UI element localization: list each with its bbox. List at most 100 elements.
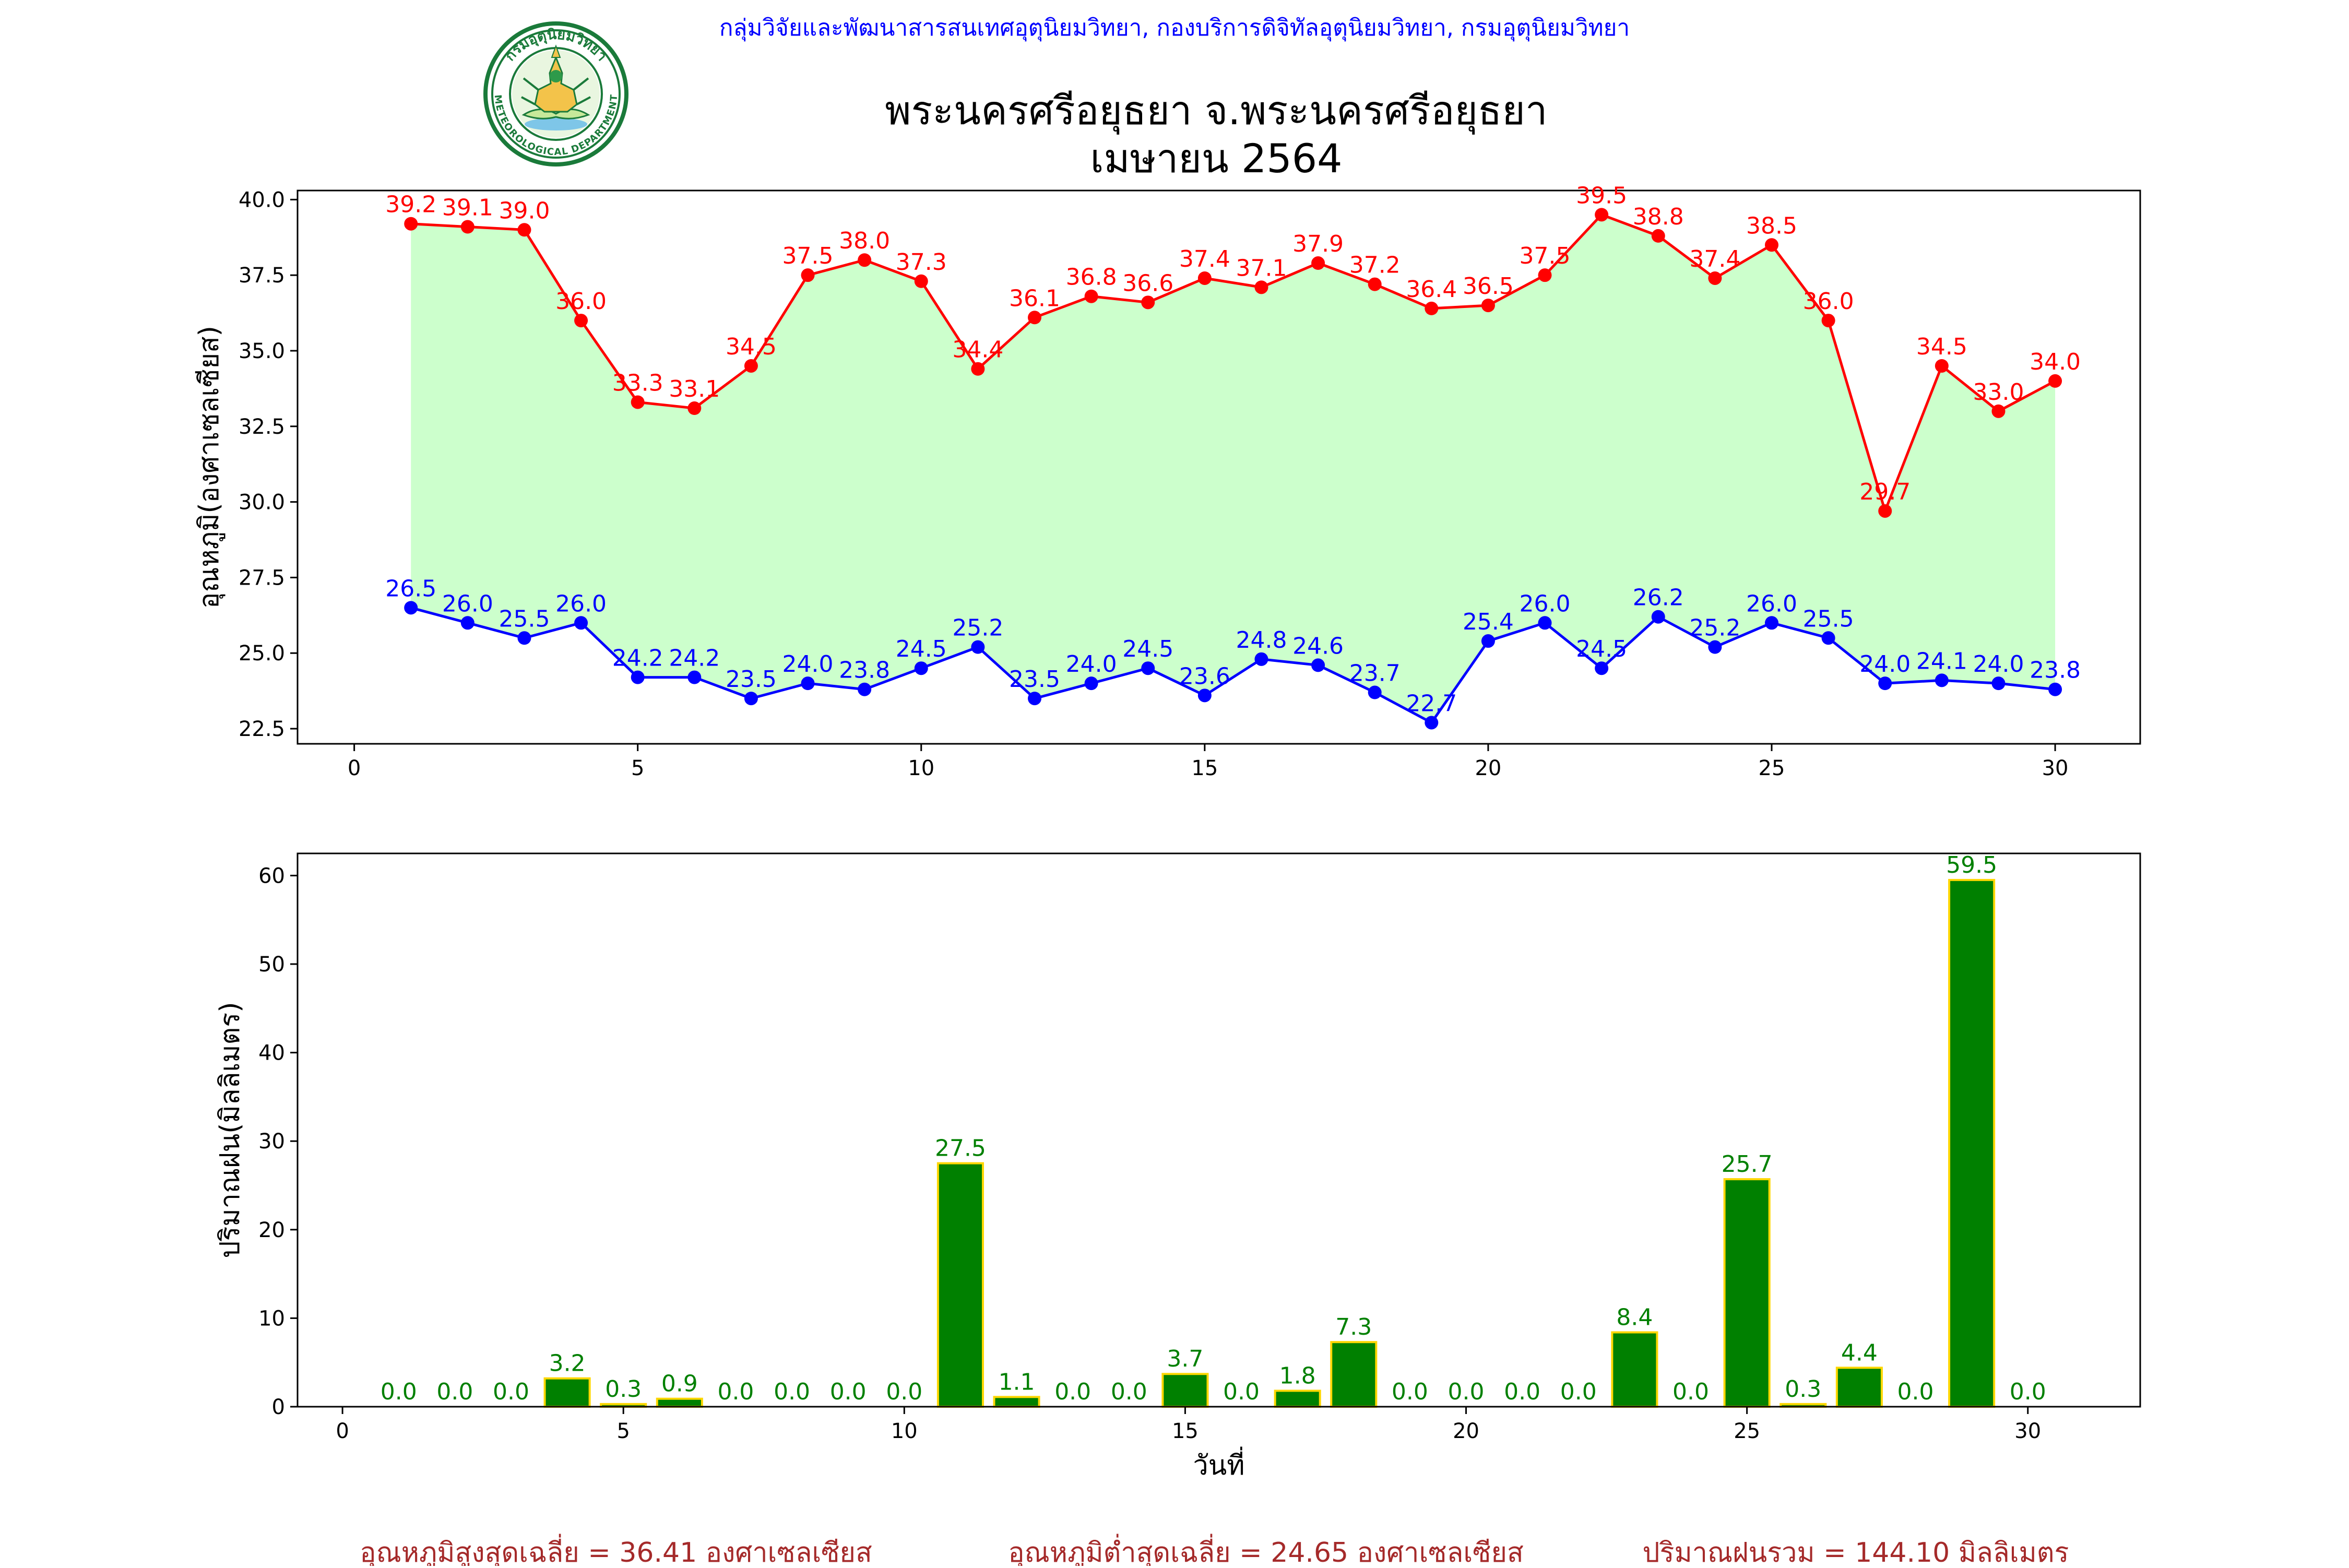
rainfall-plot-frame bbox=[296, 852, 2141, 1408]
min-temperature-point bbox=[1538, 616, 1552, 630]
max-temperature-label: 39.0 bbox=[499, 197, 550, 224]
max-temperature-label: 38.8 bbox=[1633, 204, 1684, 230]
rainfall-bar-label: 0.0 bbox=[886, 1379, 922, 1405]
rainfall-bar-label: 7.3 bbox=[1335, 1314, 1372, 1340]
max-temperature-point bbox=[1084, 289, 1098, 303]
temperature-y-tick-label: 30.0 bbox=[239, 491, 285, 515]
max-temperature-label: 39.1 bbox=[442, 195, 493, 221]
max-temperature-label: 37.5 bbox=[782, 243, 834, 269]
agency-line: กลุ่มวิจัยและพัฒนาสารสนเทศอุตุนิยมวิทยา,… bbox=[719, 15, 1630, 42]
rainfall-bar-label: 27.5 bbox=[935, 1135, 986, 1162]
min-temperature-label: 23.6 bbox=[1179, 663, 1230, 690]
temperature-x-tick-label: 30 bbox=[2042, 756, 2069, 780]
min-temperature-point bbox=[1935, 673, 1949, 687]
temperature-y-axis-label: อุณหภูมิ(องศาเซลเซียส) bbox=[194, 326, 226, 609]
rainfall-bar-label: 0.9 bbox=[661, 1371, 698, 1397]
footer-avg-min: อุณหภูมิต่ำสุดเฉลี่ย = 24.65 องศาเซลเซีย… bbox=[1008, 1534, 1523, 1566]
min-temperature-point bbox=[971, 640, 985, 654]
max-temperature-label: 33.0 bbox=[1973, 379, 2024, 406]
min-temperature-label: 26.0 bbox=[442, 590, 493, 617]
min-temperature-point bbox=[1028, 692, 1041, 706]
max-temperature-point bbox=[971, 362, 985, 376]
rainfall-chart: 0.0 0.0 0.0 3.2 0.3 0.9 0.0 0.0 0.0 0.0 27.5 1.1 0.0… bbox=[215, 852, 2141, 1481]
rainfall-bar-label: 0.3 bbox=[605, 1376, 642, 1403]
min-temperature-label: 23.5 bbox=[726, 666, 777, 693]
max-temperature-label: 34.5 bbox=[1916, 334, 1967, 360]
rainfall-bar-label: 0.0 bbox=[1111, 1379, 1147, 1405]
min-temperature-label: 24.0 bbox=[1973, 651, 2024, 678]
max-temperature-label: 37.5 bbox=[1520, 243, 1571, 269]
rainfall-bar-label: 0.0 bbox=[1897, 1379, 1934, 1405]
rainfall-y-tick-label: 50 bbox=[258, 953, 285, 977]
max-temperature-point bbox=[460, 220, 474, 234]
rainfall-bar-label: 0.0 bbox=[1448, 1379, 1485, 1405]
min-temperature-point bbox=[1197, 688, 1212, 703]
rainfall-bar-label: 3.2 bbox=[549, 1350, 586, 1377]
temperature-range-band bbox=[411, 215, 2056, 723]
rainfall-bar bbox=[1948, 878, 1996, 1408]
max-temperature-point bbox=[1141, 295, 1155, 310]
max-temperature-point bbox=[631, 395, 645, 409]
max-temperature-point bbox=[574, 314, 588, 328]
min-temperature-label: 23.7 bbox=[1349, 660, 1401, 687]
temperature-x-tick-label: 0 bbox=[348, 756, 361, 780]
rainfall-x-tick-label: 20 bbox=[1453, 1419, 1479, 1443]
meteorological-department-logo: กรมอุตุนิยมวิทยา METEOROLOGICAL DEPARTME… bbox=[483, 21, 628, 167]
rainfall-bar-label: 4.4 bbox=[1841, 1339, 1878, 1366]
max-temperature-point bbox=[1368, 277, 1382, 291]
min-temperature-label: 24.0 bbox=[1859, 651, 1911, 678]
max-temperature-point bbox=[1878, 504, 1892, 518]
max-temperature-point bbox=[1651, 229, 1665, 243]
rainfall-bar-label: 8.4 bbox=[1616, 1304, 1653, 1331]
rainfall-bar-label: 1.8 bbox=[1279, 1362, 1316, 1389]
max-temperature-point bbox=[1197, 271, 1212, 285]
max-temperature-label: 37.4 bbox=[1179, 246, 1230, 272]
max-temperature-label: 36.0 bbox=[555, 288, 607, 315]
max-temperature-point bbox=[1595, 208, 1609, 222]
max-temperature-label: 36.5 bbox=[1463, 273, 1514, 300]
min-temperature-point bbox=[1084, 676, 1098, 691]
max-temperature-point bbox=[404, 217, 418, 231]
rainfall-bar bbox=[1611, 1331, 1658, 1408]
temperature-y-tick-label: 35.0 bbox=[239, 339, 285, 363]
rainfall-bar-label: 0.0 bbox=[381, 1379, 417, 1405]
max-temperature-label: 39.2 bbox=[385, 192, 436, 218]
min-temperature-point bbox=[517, 631, 531, 645]
min-temperature-point bbox=[801, 676, 815, 691]
rainfall-bar-label: 0.0 bbox=[2010, 1379, 2046, 1405]
chart-title-line1: พระนครศรีอยุธยา จ.พระนครศรีอยุธยา bbox=[885, 87, 1547, 135]
temperature-y-tick-label: 27.5 bbox=[239, 566, 285, 590]
rainfall-x-tick-label: 10 bbox=[891, 1419, 918, 1443]
min-temperature-label: 22.7 bbox=[1406, 690, 1457, 717]
min-temperature-point bbox=[1991, 676, 2006, 691]
rainfall-bar-label: 0.0 bbox=[1560, 1379, 1597, 1405]
min-temperature-point bbox=[1765, 616, 1778, 630]
rainfall-bar-label: 0.0 bbox=[1223, 1379, 1260, 1405]
max-temperature-label: 36.0 bbox=[1803, 288, 1854, 315]
max-temperature-point bbox=[744, 359, 758, 373]
min-temperature-label: 25.4 bbox=[1463, 609, 1514, 635]
max-temperature-label: 36.4 bbox=[1406, 276, 1457, 303]
max-temperature-label: 39.5 bbox=[1576, 182, 1627, 209]
rainfall-bar-label: 0.0 bbox=[1392, 1379, 1428, 1405]
min-temperature-point bbox=[1708, 640, 1722, 654]
max-temperature-point bbox=[1254, 280, 1268, 294]
rainfall-bar bbox=[656, 1397, 703, 1408]
max-temperature-label: 33.3 bbox=[612, 370, 663, 396]
min-temperature-label: 24.8 bbox=[1236, 627, 1287, 654]
rainfall-x-axis-label: วันที่ bbox=[1193, 1446, 1244, 1481]
rainfall-x-tick-label: 25 bbox=[1734, 1419, 1760, 1443]
min-temperature-point bbox=[1878, 676, 1892, 691]
temperature-x-tick-label: 20 bbox=[1475, 756, 1501, 780]
temperature-x-tick-label: 15 bbox=[1191, 756, 1218, 780]
min-temperature-label: 24.6 bbox=[1292, 633, 1344, 659]
max-temperature-label: 34.5 bbox=[726, 334, 777, 360]
max-temperature-point bbox=[1425, 301, 1439, 315]
max-temperature-label: 38.0 bbox=[839, 228, 890, 254]
min-temperature-point bbox=[1821, 631, 1835, 645]
max-temperature-point bbox=[1935, 359, 1949, 373]
min-temperature-label: 23.5 bbox=[1009, 666, 1060, 693]
min-temperature-point bbox=[1651, 610, 1665, 624]
min-temperature-label: 24.5 bbox=[1122, 636, 1173, 662]
temperature-y-tick-label: 25.0 bbox=[239, 642, 285, 666]
